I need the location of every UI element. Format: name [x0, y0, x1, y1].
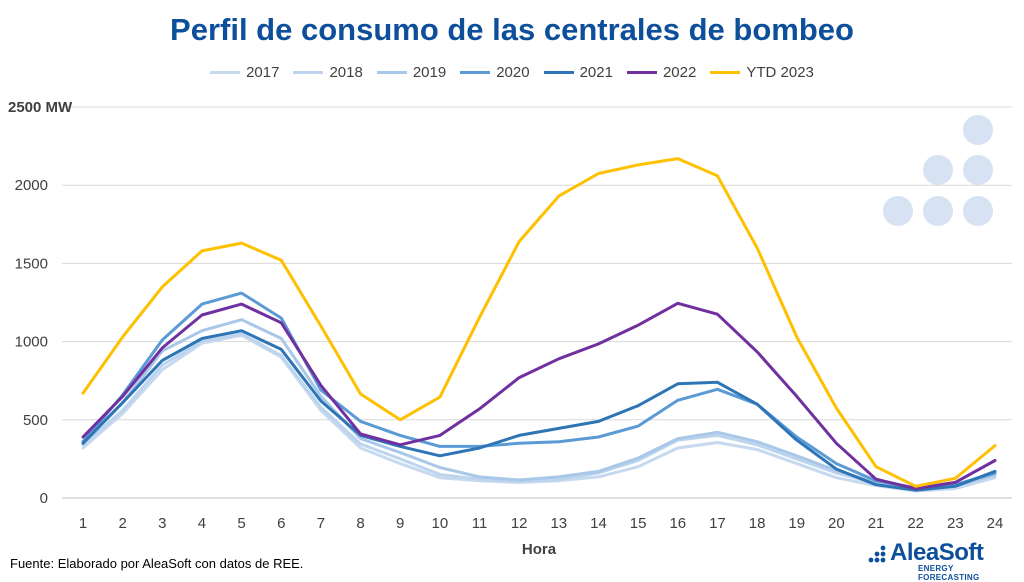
- legend: 2017 2018 2019 2020 2021 2022 YTD 2023: [0, 64, 1024, 81]
- series-line-2022: [81, 301, 997, 491]
- x-tick-label: 1: [79, 515, 87, 532]
- source-note: Fuente: Elaborado por AleaSoft con datos…: [10, 556, 304, 571]
- x-tick-label: 11: [472, 515, 488, 532]
- legend-label: 2019: [412, 64, 447, 81]
- x-tick-label: 24: [987, 515, 1004, 532]
- logo-name: AleaSoft: [890, 539, 984, 566]
- x-tick-label: 17: [709, 515, 726, 532]
- logo-subtitle: ENERGY FORECASTING: [918, 564, 980, 582]
- y-tick-label: 1500: [15, 255, 48, 272]
- y-top-label: 2500 MW: [8, 99, 73, 116]
- legend-swatch: [543, 71, 574, 74]
- legend-item: 2021: [543, 64, 613, 81]
- legend-label: 2022: [662, 64, 697, 81]
- series-line-2018: [81, 332, 997, 491]
- x-tick-label: 19: [788, 515, 805, 532]
- aleasoft-logo: AleaSoft ENERGY FORECASTING: [866, 539, 1016, 582]
- x-tick-label: 7: [317, 515, 325, 532]
- legend-label: 2017: [246, 64, 280, 81]
- x-tick-label: 5: [237, 515, 245, 532]
- y-tick-label: 0: [40, 490, 48, 507]
- legend-swatch: [626, 71, 657, 74]
- x-tick-label: 22: [907, 515, 924, 532]
- legend-label: 2020: [496, 64, 530, 81]
- y-tick-label: 2000: [15, 177, 48, 194]
- x-tick-label: 20: [828, 515, 845, 532]
- legend-item: 2019: [376, 64, 447, 81]
- x-tick-label: 9: [396, 515, 404, 532]
- y-tick-label: 1000: [15, 334, 48, 351]
- y-tick-label: 500: [23, 412, 48, 429]
- x-tick-label: 3: [158, 515, 166, 532]
- logo-dots-icon: [868, 545, 886, 563]
- series-line-2020: [81, 291, 997, 490]
- legend-label: YTD 2023: [746, 64, 814, 81]
- legend-swatch: [376, 71, 407, 74]
- decorative-circles: [883, 115, 993, 226]
- legend-label: 2018: [329, 64, 363, 81]
- x-tick-label: 15: [630, 515, 647, 532]
- series-line-2017: [81, 333, 997, 493]
- x-tick-label: 12: [511, 515, 528, 532]
- legend-item: 2020: [460, 64, 530, 81]
- series-line-ytd-2023: [81, 157, 997, 488]
- x-tick-label: 2: [118, 515, 126, 532]
- legend-swatch: [460, 71, 491, 74]
- x-axis-title: Hora: [522, 541, 557, 558]
- series-line-2021: [81, 329, 997, 492]
- legend-item: 2022: [626, 64, 697, 81]
- x-tick-label: 10: [432, 515, 449, 532]
- x-tick-label: 23: [947, 515, 964, 532]
- x-tick-label: 16: [669, 515, 686, 532]
- legend-item: YTD 2023: [710, 64, 814, 81]
- legend-swatch: [210, 71, 241, 74]
- x-tick-label: 21: [868, 515, 885, 532]
- legend-item: 2018: [293, 64, 363, 81]
- legend-swatch: [293, 71, 324, 74]
- x-tick-label: 8: [356, 515, 364, 532]
- legend-label: 2021: [579, 64, 613, 81]
- legend-item: 2017: [210, 64, 279, 81]
- x-tick-label: 4: [198, 515, 206, 532]
- x-tick-label: 14: [590, 515, 607, 532]
- x-tick-label: 13: [550, 515, 567, 532]
- legend-swatch: [710, 71, 741, 74]
- x-tick-label: 18: [749, 515, 766, 532]
- chart-title: Perfil de consumo de las centrales de bo…: [170, 12, 854, 47]
- x-tick-label: 6: [277, 515, 285, 532]
